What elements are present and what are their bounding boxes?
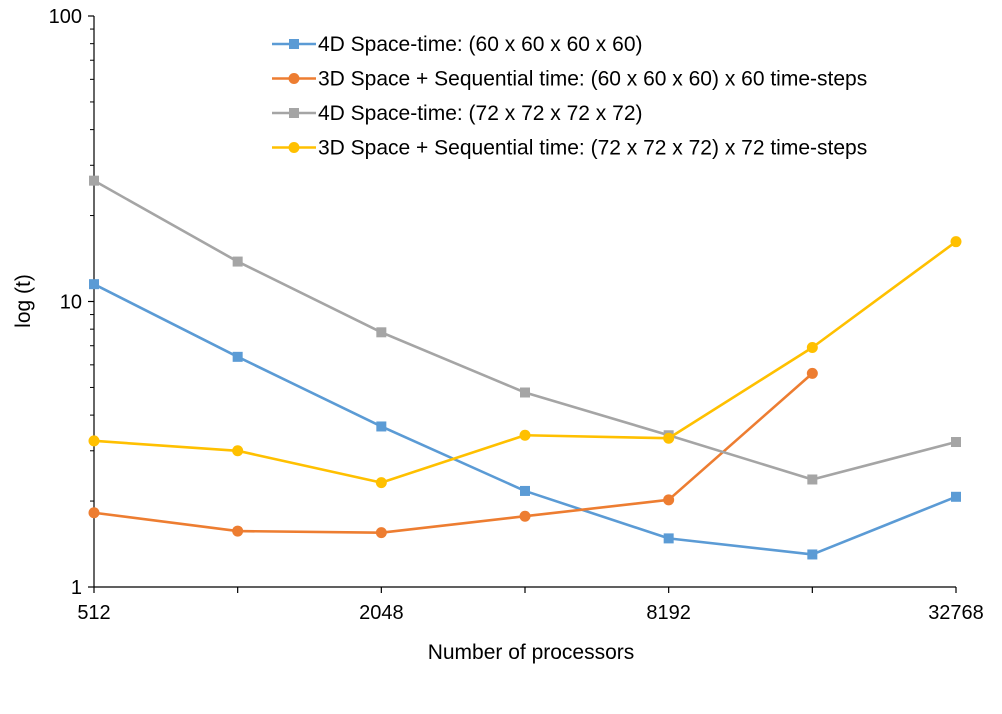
data-point-circle (806, 342, 818, 354)
data-point-circle (950, 236, 962, 248)
ticks: 1 10 100 512 2048 8192 32768 (49, 6, 984, 624)
data-point-circle (519, 429, 531, 441)
legend-item: 4D Space-time: (60 x 60 x 60 x 60) (272, 33, 643, 56)
legend-label: 4D Space-time: (72 x 72 x 72 x 72) (318, 102, 643, 125)
x-tick-label: 512 (77, 602, 110, 624)
data-point-square (520, 485, 530, 496)
data-point-circle (663, 494, 675, 506)
series-line (93, 372, 814, 534)
data-point-square (663, 533, 674, 544)
y-tick-label: 10 (60, 292, 82, 314)
series-4 (88, 236, 962, 489)
legend-label: 3D Space + Sequential time: (60 x 60 x 6… (318, 68, 867, 91)
data-point-square (89, 175, 99, 186)
data-point-square (520, 387, 530, 398)
data-point-circle (519, 510, 531, 522)
series-group (88, 175, 962, 560)
x-axis-label: Number of processors (428, 641, 635, 664)
data-point-square (951, 437, 961, 448)
data-point-square (232, 256, 243, 267)
legend: 4D Space-time: (60 x 60 x 60 x 60) 3D Spa… (272, 33, 867, 160)
data-point-circle (663, 432, 675, 444)
y-tick-label: 100 (49, 6, 82, 28)
legend-label: 4D Space-time: (60 x 60 x 60 x 60) (318, 33, 643, 56)
data-point-square (232, 351, 243, 362)
series-1 (89, 279, 961, 560)
legend-marker-square (289, 108, 299, 118)
data-point-circle (88, 435, 100, 447)
data-point-circle (88, 507, 100, 519)
y-tick-label: 1 (71, 577, 82, 599)
y-axis-label: log (t) (12, 274, 35, 328)
x-tick-label: 32768 (928, 602, 984, 624)
data-point-square (807, 549, 818, 560)
data-point-circle (232, 445, 244, 457)
legend-marker-circle (288, 73, 300, 84)
series-line (93, 240, 957, 484)
legend-marker-circle (288, 142, 300, 153)
data-point-square (807, 474, 818, 485)
legend-marker-square (289, 39, 299, 49)
legend-label: 3D Space + Sequential time: (72 x 72 x 7… (318, 137, 867, 160)
data-point-circle (375, 477, 387, 489)
x-tick-label: 8192 (646, 602, 691, 624)
data-point-circle (375, 527, 387, 539)
x-tick-label: 2048 (359, 602, 404, 624)
legend-item: 4D Space-time: (72 x 72 x 72 x 72) (272, 102, 643, 125)
data-point-circle (806, 367, 818, 379)
legend-item: 3D Space + Sequential time: (72 x 72 x 7… (272, 137, 867, 160)
data-point-square (376, 327, 387, 338)
data-point-square (376, 421, 387, 432)
series-2 (88, 367, 818, 539)
data-point-square (89, 279, 99, 290)
data-point-square (951, 491, 961, 502)
data-point-circle (232, 525, 244, 537)
legend-item: 3D Space + Sequential time: (60 x 60 x 6… (272, 68, 867, 91)
